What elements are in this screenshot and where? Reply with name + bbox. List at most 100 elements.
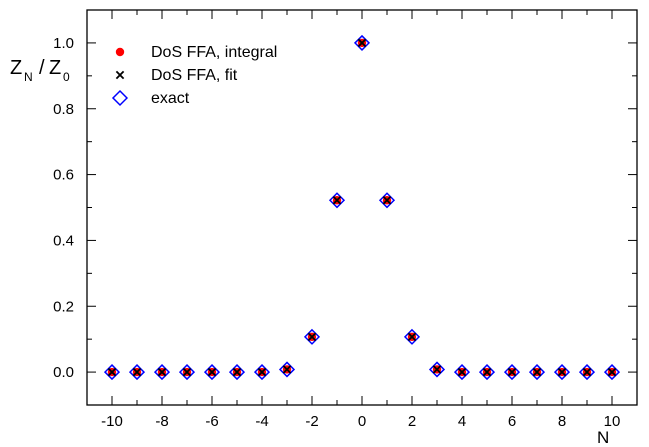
data-point xyxy=(403,328,421,345)
x-tick-label: 0 xyxy=(358,413,366,430)
data-point xyxy=(228,364,246,381)
series-diamond xyxy=(103,34,621,381)
data-point xyxy=(107,367,117,377)
x-stroke xyxy=(282,365,292,374)
series-x xyxy=(107,38,617,377)
x-stroke xyxy=(157,367,167,377)
plot-frame xyxy=(86,9,638,406)
data-point xyxy=(103,364,121,381)
x-stroke xyxy=(482,367,492,377)
x-stroke xyxy=(607,367,617,377)
y-axis-label-numerator-subscript: N xyxy=(24,70,33,84)
x-stroke xyxy=(532,367,542,377)
data-point xyxy=(307,332,317,342)
x-tick-label: -10 xyxy=(101,413,123,430)
data-point xyxy=(407,332,417,342)
legend-marker xyxy=(115,47,125,57)
data-point xyxy=(532,367,542,377)
x-stroke xyxy=(357,38,367,48)
x-tick-label: -2 xyxy=(305,413,318,430)
data-point xyxy=(232,367,242,377)
data-point xyxy=(282,365,292,374)
x-stroke xyxy=(582,367,592,377)
x-tick-label: 2 xyxy=(408,413,416,430)
x-tick-label: -4 xyxy=(255,413,268,430)
x-stroke xyxy=(115,70,125,80)
data-point xyxy=(357,38,367,48)
x-axis-label: N xyxy=(597,428,609,447)
y-tick-label: 0.6 xyxy=(53,167,74,184)
x-stroke xyxy=(307,332,317,342)
data-point xyxy=(353,34,371,51)
x-stroke xyxy=(382,196,392,205)
x-stroke xyxy=(232,367,242,377)
data-point xyxy=(257,367,267,377)
data-point xyxy=(582,367,592,377)
data-point xyxy=(303,328,321,345)
x-tick-label: 4 xyxy=(458,413,466,430)
legend-label: exact xyxy=(151,90,190,107)
x-tick-label: 6 xyxy=(508,413,516,430)
y-axis-label-numerator: Z xyxy=(10,57,22,79)
x-stroke xyxy=(132,367,142,377)
data-point xyxy=(128,364,146,381)
x-stroke xyxy=(432,365,442,374)
data-point xyxy=(482,367,492,377)
data-point xyxy=(553,364,571,381)
data-point xyxy=(507,367,517,377)
y-axis-label: Z N / Z 0 xyxy=(10,57,70,84)
y-axis-label-denominator: Z xyxy=(49,57,61,79)
data-point xyxy=(557,367,567,377)
y-axis-label-denominator-subscript: 0 xyxy=(63,70,70,84)
x-tick-label: -6 xyxy=(205,413,218,430)
x-stroke xyxy=(182,367,192,377)
x-stroke xyxy=(207,367,217,377)
data-point xyxy=(278,361,296,378)
legend-marker xyxy=(115,70,125,80)
data-point xyxy=(453,364,471,381)
x-stroke xyxy=(457,367,467,377)
y-tick-label: 0.8 xyxy=(53,101,74,118)
data-point xyxy=(503,364,521,381)
data-point xyxy=(578,364,596,381)
data-point xyxy=(478,364,496,381)
axis-ticks: -10 -8 -6 -4 -2 0 2 4 6 8 10 0.0 0.2 0.4 0.6 0.8 1.0 xyxy=(53,10,637,430)
data-point xyxy=(428,361,446,378)
data-point xyxy=(607,367,617,377)
legend-marker xyxy=(111,89,129,107)
data-point xyxy=(207,367,217,377)
data-point xyxy=(382,196,392,205)
y-axis-label-separator: / xyxy=(39,57,45,79)
x-tick-label: -8 xyxy=(155,413,168,430)
x-tick-label: 8 xyxy=(558,413,566,430)
legend: DoS FFA, integral DoS FFA, fit exact xyxy=(111,44,277,107)
x-tick-label: 10 xyxy=(604,413,621,430)
data-point xyxy=(378,192,396,209)
data-point xyxy=(457,367,467,377)
y-tick-label: 0.4 xyxy=(53,232,74,249)
data-point xyxy=(328,192,346,209)
data-point xyxy=(203,364,221,381)
x-stroke xyxy=(407,332,417,342)
data-point xyxy=(153,364,171,381)
data-point xyxy=(332,196,342,205)
x-stroke xyxy=(107,367,117,377)
data-point xyxy=(178,364,196,381)
data-point xyxy=(157,367,167,377)
y-tick-label: 0.0 xyxy=(53,364,74,381)
data-points xyxy=(103,34,621,381)
legend-label: DoS FFA, integral xyxy=(151,44,277,61)
legend-label: DoS FFA, fit xyxy=(151,67,238,84)
x-stroke xyxy=(557,367,567,377)
y-tick-label: 0.2 xyxy=(53,298,74,315)
data-point xyxy=(253,364,271,381)
data-point xyxy=(528,364,546,381)
data-point xyxy=(603,364,621,381)
x-stroke xyxy=(507,367,517,377)
x-stroke xyxy=(332,196,342,205)
x-stroke xyxy=(257,367,267,377)
data-point xyxy=(432,365,442,374)
y-tick-label: 1.0 xyxy=(53,35,74,52)
